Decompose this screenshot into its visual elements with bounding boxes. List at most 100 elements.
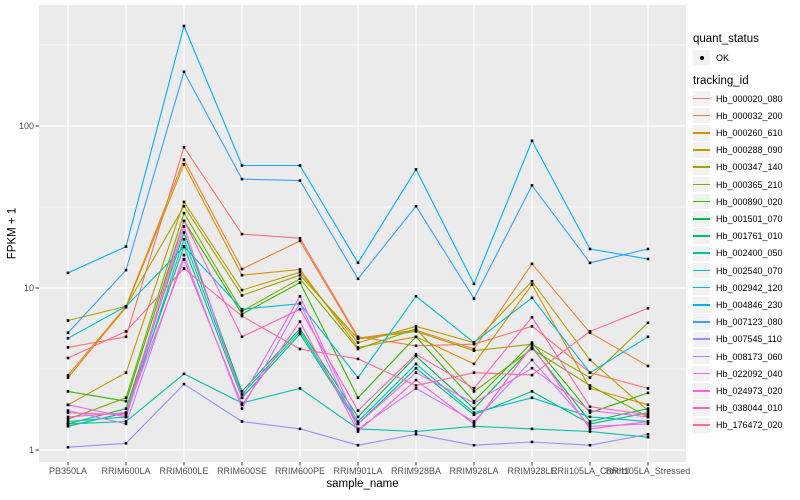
legend-key-box <box>693 383 710 399</box>
legend-item-label: Hb_000365_210 <box>716 179 783 190</box>
data-point <box>472 399 476 403</box>
data-point <box>356 430 360 433</box>
legend-item-Hb_002942_120: Hb_002942_120 <box>693 279 783 296</box>
data-point <box>588 405 592 408</box>
data-point <box>298 327 302 331</box>
legend-item-Hb_001501_070: Hb_001501_070 <box>693 210 783 227</box>
data-point <box>124 335 128 339</box>
legend-item-Hb_000347_140: Hb_000347_140 <box>693 159 783 176</box>
data-point <box>588 376 592 379</box>
data-point <box>646 435 650 439</box>
legend-item-Hb_000890_020: Hb_000890_020 <box>693 193 783 210</box>
data-point <box>182 253 186 257</box>
y-tick-label: 100 <box>18 121 34 131</box>
legend-key-box <box>693 159 710 176</box>
x-tick-label: RRIM928LE <box>507 466 557 476</box>
legend-item-label: Hb_008173_060 <box>716 351 783 362</box>
line-swatch-icon <box>693 286 710 289</box>
data-point <box>356 337 360 341</box>
data-point <box>240 403 244 407</box>
x-tick-label: RRIM600SE <box>216 466 268 476</box>
data-point <box>66 373 70 377</box>
legend-item-label: Hb_002400_050 <box>716 248 783 259</box>
legend-item-Hb_022092_040: Hb_022092_040 <box>693 365 783 382</box>
data-point <box>298 347 302 351</box>
data-point <box>646 433 650 436</box>
data-point <box>240 314 244 318</box>
data-point <box>240 164 244 167</box>
data-point <box>414 330 418 333</box>
legend-key-box <box>693 142 710 158</box>
line-swatch-icon <box>693 183 710 186</box>
legend-item-label: Hb_000032_200 <box>716 110 783 121</box>
data-point <box>356 335 360 339</box>
data-point <box>124 305 128 308</box>
line-swatch-icon <box>693 131 710 134</box>
data-point <box>240 309 244 313</box>
x-tick-label: PB350LA <box>48 466 88 476</box>
x-tick-label: RRIM600LE <box>159 466 209 476</box>
legend-title-tracking-id: tracking_id <box>693 75 749 87</box>
data-point <box>66 376 70 379</box>
x-tick-label: RRII105LA_Control <box>550 466 630 476</box>
data-point <box>298 307 302 311</box>
y-tick-label: 1 <box>28 445 34 455</box>
legend-item-Hb_000365_210: Hb_000365_210 <box>693 176 783 193</box>
data-point <box>646 422 650 426</box>
data-point <box>298 271 302 274</box>
data-point <box>646 409 650 412</box>
data-point <box>588 425 592 428</box>
data-point <box>240 177 244 181</box>
data-point <box>646 335 650 339</box>
data-point <box>588 422 592 426</box>
data-point <box>646 415 650 419</box>
data-point <box>124 442 128 445</box>
line-swatch-icon <box>693 407 710 409</box>
data-point <box>530 347 534 351</box>
data-point <box>182 200 186 204</box>
legend-item-label: Hb_002540_070 <box>716 265 783 276</box>
data-point <box>472 443 476 447</box>
data-point <box>472 407 476 410</box>
data-point <box>66 417 70 421</box>
data-point <box>646 321 650 325</box>
data-point <box>124 407 128 410</box>
data-point <box>182 237 186 241</box>
data-point <box>240 232 244 236</box>
data-point <box>646 403 650 407</box>
panel-background <box>39 5 686 462</box>
data-point <box>240 273 244 277</box>
data-point <box>182 211 186 215</box>
data-point <box>356 409 360 412</box>
legend-item-Hb_008173_060: Hb_008173_060 <box>693 348 783 365</box>
data-point <box>472 387 476 390</box>
line-swatch-icon <box>693 252 710 254</box>
data-point <box>182 70 186 74</box>
data-point <box>124 413 128 417</box>
legend-key-box <box>693 176 710 193</box>
x-tick-label: RRIM600LA <box>101 466 151 476</box>
data-point <box>182 267 186 270</box>
legend-item-Hb_176472_020: Hb_176472_020 <box>693 417 783 434</box>
data-point <box>298 179 302 182</box>
data-point <box>530 366 534 370</box>
data-point <box>124 371 128 374</box>
data-point <box>124 420 128 423</box>
data-point <box>530 344 534 348</box>
legend-title-quant-status: quant_status <box>693 33 759 45</box>
data-point <box>356 376 360 379</box>
data-point <box>414 344 418 348</box>
data-point <box>472 371 476 374</box>
data-point <box>414 294 418 298</box>
data-point <box>66 271 70 275</box>
data-point <box>182 382 186 386</box>
y-axis-tick-labels: 100 10 1 <box>0 0 34 500</box>
legend-item-label: Hb_002942_120 <box>716 282 783 293</box>
data-point <box>182 258 186 261</box>
data-point <box>530 342 534 346</box>
legend-item-label: OK <box>716 52 730 63</box>
data-point <box>472 420 476 423</box>
data-point <box>356 420 360 423</box>
legend-key-box <box>693 228 710 244</box>
